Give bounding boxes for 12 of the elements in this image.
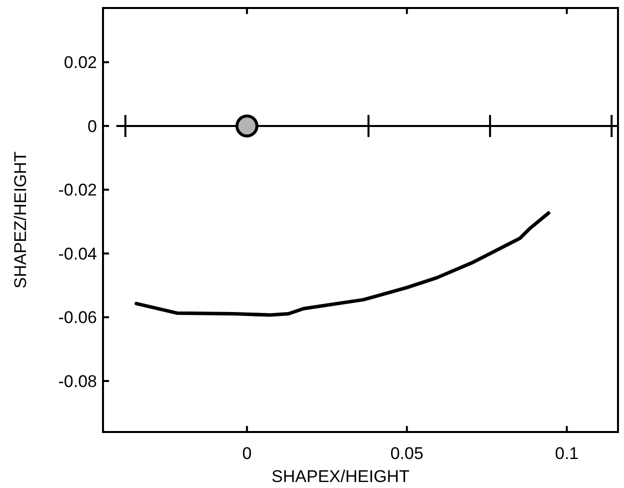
y-tick-label: -0.02 [58,180,97,200]
y-tick-label: 0 [88,116,97,136]
y-tick-label: 0.02 [64,53,97,72]
y-tick-label: -0.04 [58,244,97,264]
y-axis-title: SHAPEZ/HEIGHT [11,152,30,288]
y-tick-label: -0.06 [58,308,97,328]
x-tick-label: 0 [242,444,252,463]
x-tick-label: 0.1 [555,444,579,463]
x-tick-label: 0.05 [390,444,424,463]
line-series [134,211,550,317]
x-axis-title: SHAPEX/HEIGHT [272,467,410,486]
y-tick-label: -0.08 [58,372,97,391]
